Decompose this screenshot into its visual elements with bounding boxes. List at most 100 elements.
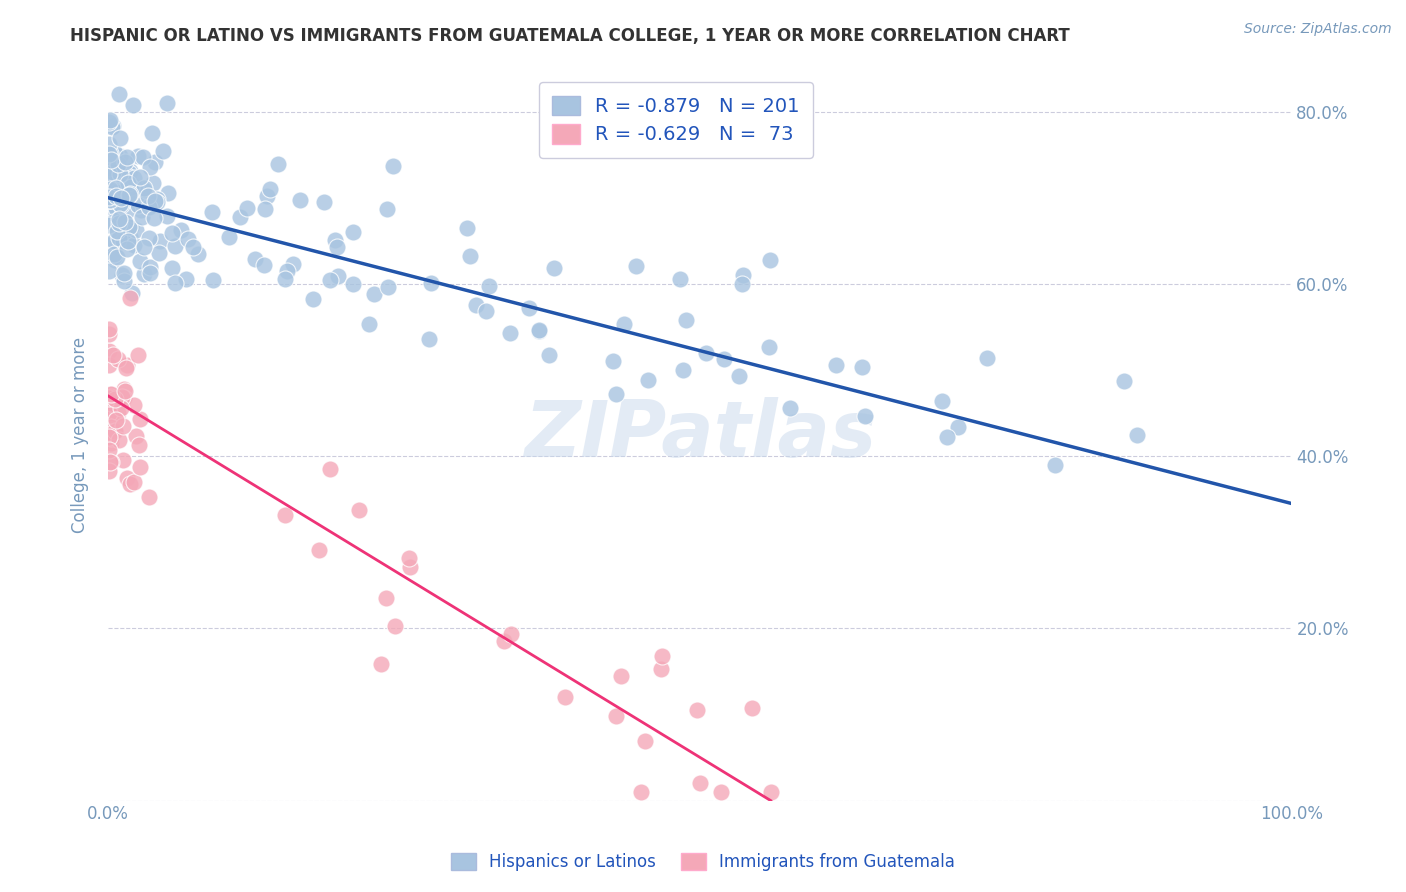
Point — [695, 346, 717, 360]
Point — [187, 246, 209, 260]
Point — [146, 195, 169, 210]
Point — [107, 212, 129, 227]
Point — [301, 292, 323, 306]
Point — [105, 153, 128, 168]
Point — [713, 351, 735, 366]
Point — [105, 206, 128, 220]
Point — [499, 326, 522, 340]
Point — [100, 455, 122, 469]
Point — [253, 258, 276, 272]
Point — [100, 423, 122, 437]
Point — [626, 259, 648, 273]
Point — [319, 272, 342, 286]
Point — [98, 136, 121, 151]
Point — [105, 184, 128, 198]
Point — [651, 649, 673, 664]
Point — [111, 218, 134, 232]
Point — [118, 291, 141, 305]
Point — [117, 169, 139, 183]
Point — [259, 181, 281, 195]
Point — [112, 391, 135, 405]
Point — [527, 323, 550, 337]
Point — [138, 200, 160, 214]
Point — [98, 193, 121, 207]
Point — [613, 317, 636, 331]
Text: Source: ZipAtlas.com: Source: ZipAtlas.com — [1244, 22, 1392, 37]
Point — [98, 423, 121, 437]
Point — [108, 87, 131, 102]
Point — [105, 147, 128, 161]
Point — [176, 232, 198, 246]
Point — [115, 358, 138, 372]
Point — [156, 95, 179, 110]
Point — [274, 272, 297, 286]
Point — [342, 277, 364, 291]
Point — [127, 348, 149, 362]
Point — [110, 220, 132, 235]
Point — [98, 326, 121, 341]
Point — [370, 657, 392, 672]
Point — [728, 369, 751, 384]
Point — [112, 194, 135, 208]
Point — [162, 261, 184, 276]
Point — [98, 115, 121, 129]
Point — [98, 218, 121, 232]
Point — [145, 192, 167, 206]
Point — [105, 180, 128, 194]
Point — [117, 176, 139, 190]
Point — [98, 464, 121, 478]
Point — [103, 148, 125, 162]
Point — [104, 253, 127, 268]
Point — [243, 252, 266, 267]
Point — [129, 203, 152, 218]
Point — [100, 193, 122, 207]
Point — [155, 209, 177, 223]
Point — [254, 202, 277, 216]
Point — [122, 170, 145, 185]
Point — [98, 177, 121, 191]
Point — [127, 197, 149, 211]
Point — [236, 202, 259, 216]
Point — [375, 591, 398, 605]
Point — [104, 208, 127, 222]
Point — [132, 150, 155, 164]
Point — [98, 167, 121, 181]
Point — [118, 164, 141, 178]
Point — [114, 169, 136, 184]
Point — [105, 185, 128, 199]
Point — [105, 251, 128, 265]
Point — [98, 194, 121, 208]
Point — [851, 359, 873, 374]
Point — [98, 169, 121, 183]
Point — [323, 233, 346, 247]
Point — [103, 247, 125, 261]
Point — [936, 430, 959, 444]
Point — [103, 235, 125, 249]
Point — [110, 148, 132, 162]
Point — [283, 257, 305, 271]
Point — [142, 177, 165, 191]
Point — [637, 373, 659, 387]
Y-axis label: College, 1 year or more: College, 1 year or more — [72, 336, 89, 533]
Point — [458, 249, 481, 263]
Point — [98, 391, 121, 405]
Point — [100, 387, 122, 401]
Point — [605, 709, 627, 723]
Point — [946, 419, 969, 434]
Point — [98, 443, 121, 458]
Point — [105, 186, 128, 200]
Point — [152, 144, 174, 158]
Point — [98, 425, 121, 439]
Point — [163, 276, 186, 290]
Point — [107, 351, 129, 366]
Point — [634, 734, 657, 748]
Point — [98, 321, 121, 335]
Point — [328, 269, 350, 284]
Point — [229, 211, 252, 225]
Point — [759, 785, 782, 799]
Point — [100, 420, 122, 434]
Point — [465, 298, 488, 312]
Point — [120, 180, 142, 194]
Point — [143, 196, 166, 211]
Point — [114, 215, 136, 229]
